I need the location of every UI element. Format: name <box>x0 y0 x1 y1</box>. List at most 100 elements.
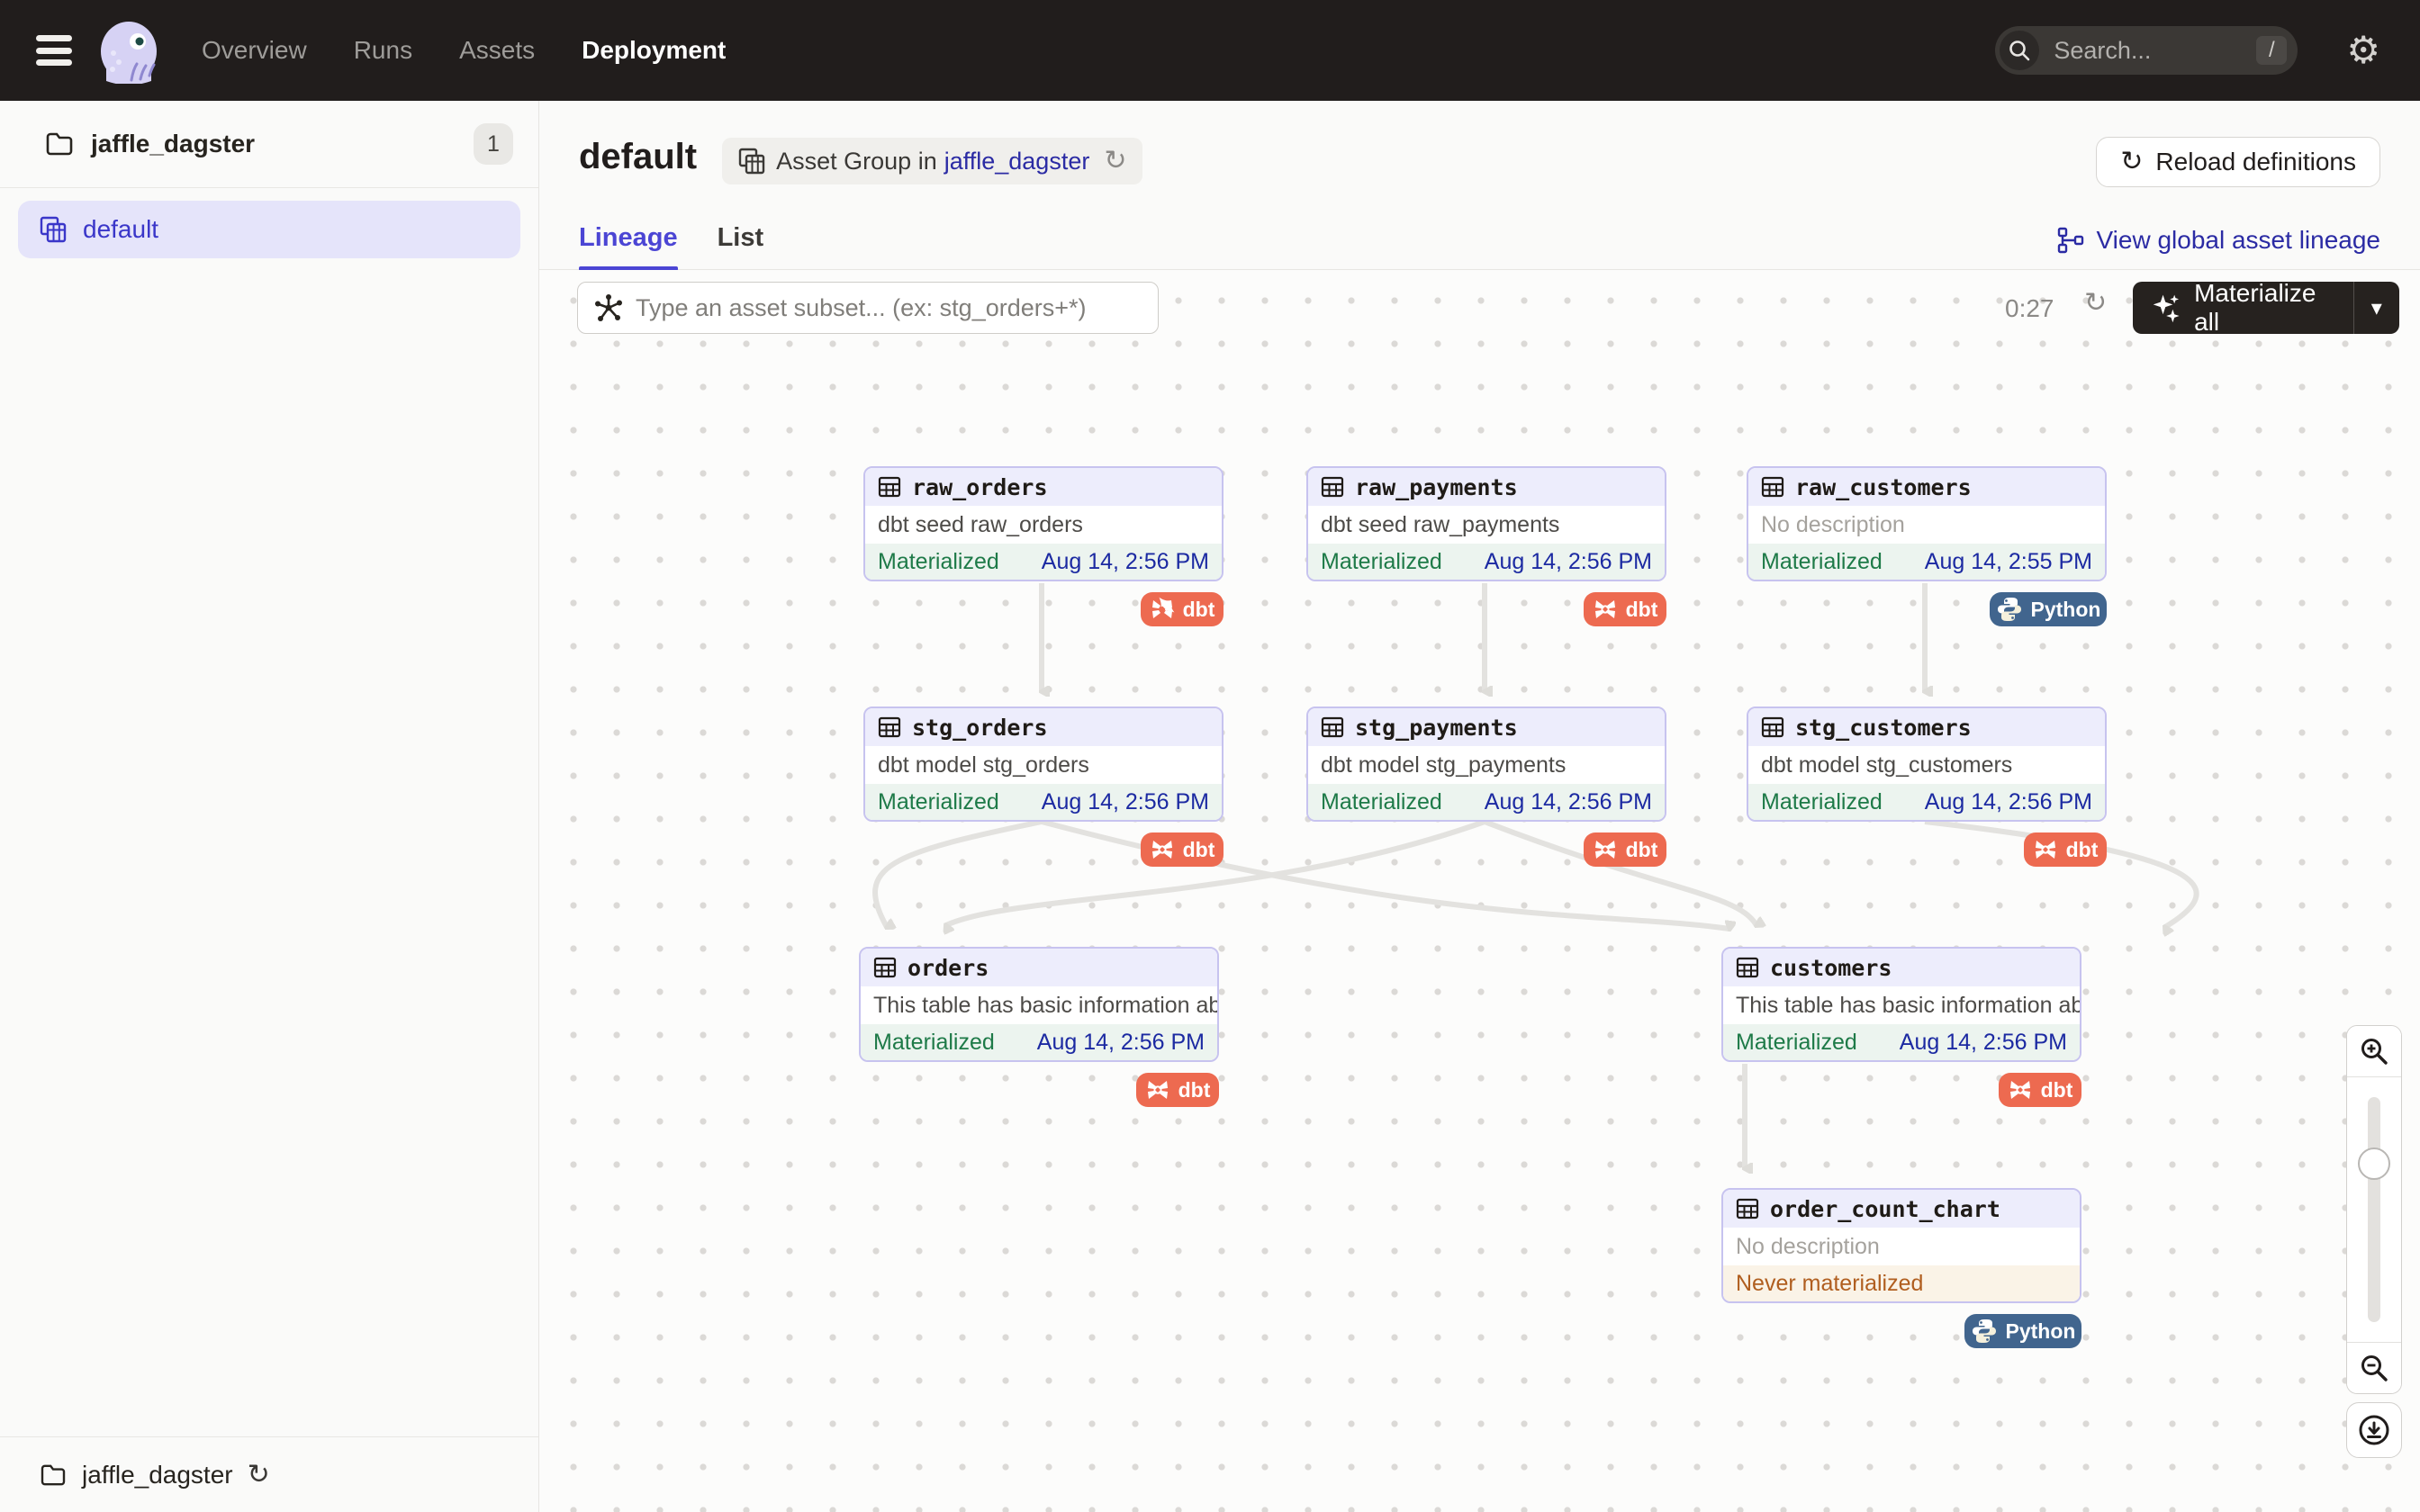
python-logo-icon <box>1972 1319 1996 1343</box>
primary-nav: Overview Runs Assets Deployment <box>202 36 726 65</box>
refresh-group-icon[interactable]: ↻ <box>1104 145 1127 176</box>
asset-node-stg-customers[interactable]: stg_customers dbt model stg_customers Ma… <box>1747 706 2107 822</box>
dbt-logo-icon <box>2009 1081 2030 1099</box>
zoom-slider[interactable] <box>2347 1076 2401 1343</box>
badge-label: Python <box>2030 597 2101 621</box>
asset-description: This table has basic information about .… <box>873 992 1217 1018</box>
settings-gear-icon[interactable]: ⚙ <box>2346 28 2380 72</box>
compute-badge-dbt: dbt <box>1141 832 1224 867</box>
nav-item-deployment[interactable]: Deployment <box>582 36 727 64</box>
asset-node-raw-orders[interactable]: raw_orders dbt seed raw_orders Materiali… <box>863 466 1224 581</box>
table-icon <box>1321 716 1344 738</box>
asset-group-tag: Asset Group in jaffle_dagster ↻ <box>722 138 1143 184</box>
asset-status-time[interactable]: Aug 14, 2:56 PM <box>1484 788 1652 814</box>
view-global-asset-lineage-link[interactable]: View global asset lineage <box>2057 226 2380 269</box>
badge-label: dbt <box>1625 837 1658 861</box>
lineage-graph-icon <box>2057 227 2083 254</box>
compute-badge-python: Python <box>1990 592 2107 626</box>
asset-status-time[interactable]: Aug 14, 2:56 PM <box>1041 548 1209 574</box>
reload-definitions-button[interactable]: ↻ Reload definitions <box>2096 137 2380 187</box>
sidebar-footer: jaffle_dagster ↻ <box>0 1436 538 1512</box>
asset-name: raw_payments <box>1355 473 1518 500</box>
asset-name: orders <box>908 954 989 981</box>
dbt-logo-icon <box>1151 841 1172 859</box>
materialize-all-label: Materialize all <box>2194 279 2316 336</box>
dbt-logo-icon <box>2035 841 2055 859</box>
asset-group-icon <box>40 216 67 243</box>
refresh-timer: 0:27 <box>2005 294 2054 322</box>
dagster-logo[interactable] <box>95 17 162 84</box>
asset-status: Materialized <box>873 1029 995 1055</box>
badge-label: dbt <box>1625 597 1658 621</box>
compute-badge-dbt: dbt <box>2024 832 2107 867</box>
zoom-out-icon <box>2361 1355 2388 1382</box>
asset-status-time[interactable]: Aug 14, 2:56 PM <box>1924 788 2092 814</box>
search-icon <box>2000 31 2040 70</box>
tab-list[interactable]: List <box>717 223 764 252</box>
asset-subset-filter[interactable] <box>577 282 1159 334</box>
zoom-in-button[interactable] <box>2347 1026 2401 1076</box>
search-placeholder: Search... <box>2054 36 2152 64</box>
lineage-graph-canvas[interactable]: 0:27 ↻ Materialize all ▾ raw_orders dbt … <box>539 270 2420 1512</box>
lineage-edges <box>872 583 2199 1501</box>
tag-prefix: Asset Group in <box>776 147 937 175</box>
asset-subset-input[interactable] <box>636 293 1142 322</box>
asset-node-raw-payments[interactable]: raw_payments dbt seed raw_payments Mater… <box>1306 466 1666 581</box>
zoom-out-button[interactable] <box>2347 1343 2401 1393</box>
asset-node-stg-payments[interactable]: stg_payments dbt model stg_payments Mate… <box>1306 706 1666 822</box>
asset-status-time[interactable]: Aug 14, 2:56 PM <box>1041 788 1209 814</box>
hamburger-menu-icon[interactable] <box>36 35 72 66</box>
nav-item-assets[interactable]: Assets <box>459 36 536 64</box>
tab-lineage[interactable]: Lineage <box>579 223 678 271</box>
download-icon <box>2359 1415 2389 1445</box>
asset-description: This table has basic information about .… <box>1736 992 2080 1018</box>
nav-item-overview[interactable]: Overview <box>202 36 307 64</box>
asset-node-customers[interactable]: customers This table has basic informati… <box>1721 947 2081 1062</box>
zoom-slider-handle[interactable] <box>2358 1148 2390 1180</box>
compute-badge-dbt: dbt <box>1999 1073 2081 1107</box>
asset-name: customers <box>1770 954 1892 981</box>
zoom-controls <box>2346 1025 2402 1394</box>
asset-status: Materialized <box>878 548 999 574</box>
badge-label: dbt <box>2040 1077 2073 1102</box>
materialize-all-button[interactable]: Materialize all ▾ <box>2133 279 2399 336</box>
asset-status-time[interactable]: Aug 14, 2:56 PM <box>1484 548 1652 574</box>
search-shortcut-key: / <box>2256 36 2288 65</box>
asset-node-stg-orders[interactable]: stg_orders dbt model stg_orders Material… <box>863 706 1224 822</box>
asset-status-time[interactable]: Aug 14, 2:55 PM <box>1924 548 2092 574</box>
footer-repo-name: jaffle_dagster <box>82 1460 233 1489</box>
asset-status-time[interactable]: Aug 14, 2:56 PM <box>1899 1029 2067 1055</box>
asset-subset-icon <box>595 294 622 321</box>
table-icon <box>878 476 901 498</box>
asset-name: raw_orders <box>912 473 1048 500</box>
nav-item-runs[interactable]: Runs <box>353 36 413 64</box>
reload-repo-icon[interactable]: ↻ <box>247 1458 270 1490</box>
asset-name: stg_orders <box>912 714 1048 741</box>
search-input[interactable]: Search... / <box>1995 26 2298 75</box>
asset-name: stg_customers <box>1795 714 1972 741</box>
sidebar-item-default[interactable]: default <box>18 201 520 258</box>
materialize-dropdown-caret[interactable]: ▾ <box>2370 295 2382 320</box>
asset-node-raw-customers[interactable]: raw_customers No description Materialize… <box>1747 466 2107 581</box>
tabs-bar: Lineage List View global asset lineage <box>539 218 2420 271</box>
reload-icon: ↻ <box>2120 146 2144 177</box>
download-image-button[interactable] <box>2346 1402 2402 1458</box>
badge-label: dbt <box>1182 837 1215 861</box>
graph-refresh-icon[interactable]: ↻ <box>2084 287 2108 319</box>
dbt-logo-icon <box>1594 600 1615 618</box>
asset-node-orders[interactable]: orders This table has basic information … <box>859 947 1219 1062</box>
asset-node-order-count-chart[interactable]: order_count_chart No description Never m… <box>1721 1188 2081 1303</box>
table-icon <box>1736 1198 1759 1220</box>
asset-description: No description <box>1761 511 1905 537</box>
asset-status-time[interactable]: Aug 14, 2:56 PM <box>1036 1029 1205 1055</box>
sparkles-icon <box>2153 294 2180 323</box>
asset-status: Materialized <box>1761 788 1883 814</box>
tag-repo-link[interactable]: jaffle_dagster <box>944 147 1090 175</box>
table-icon <box>1761 716 1784 738</box>
page-title: default <box>579 137 698 176</box>
sidebar-repo-name: jaffle_dagster <box>91 130 256 158</box>
sidebar-item-label: default <box>83 215 159 243</box>
sidebar-repo-row[interactable]: jaffle_dagster 1 <box>0 101 538 187</box>
compute-badge-dbt: dbt <box>1141 592 1224 626</box>
asset-name: stg_payments <box>1355 714 1518 741</box>
